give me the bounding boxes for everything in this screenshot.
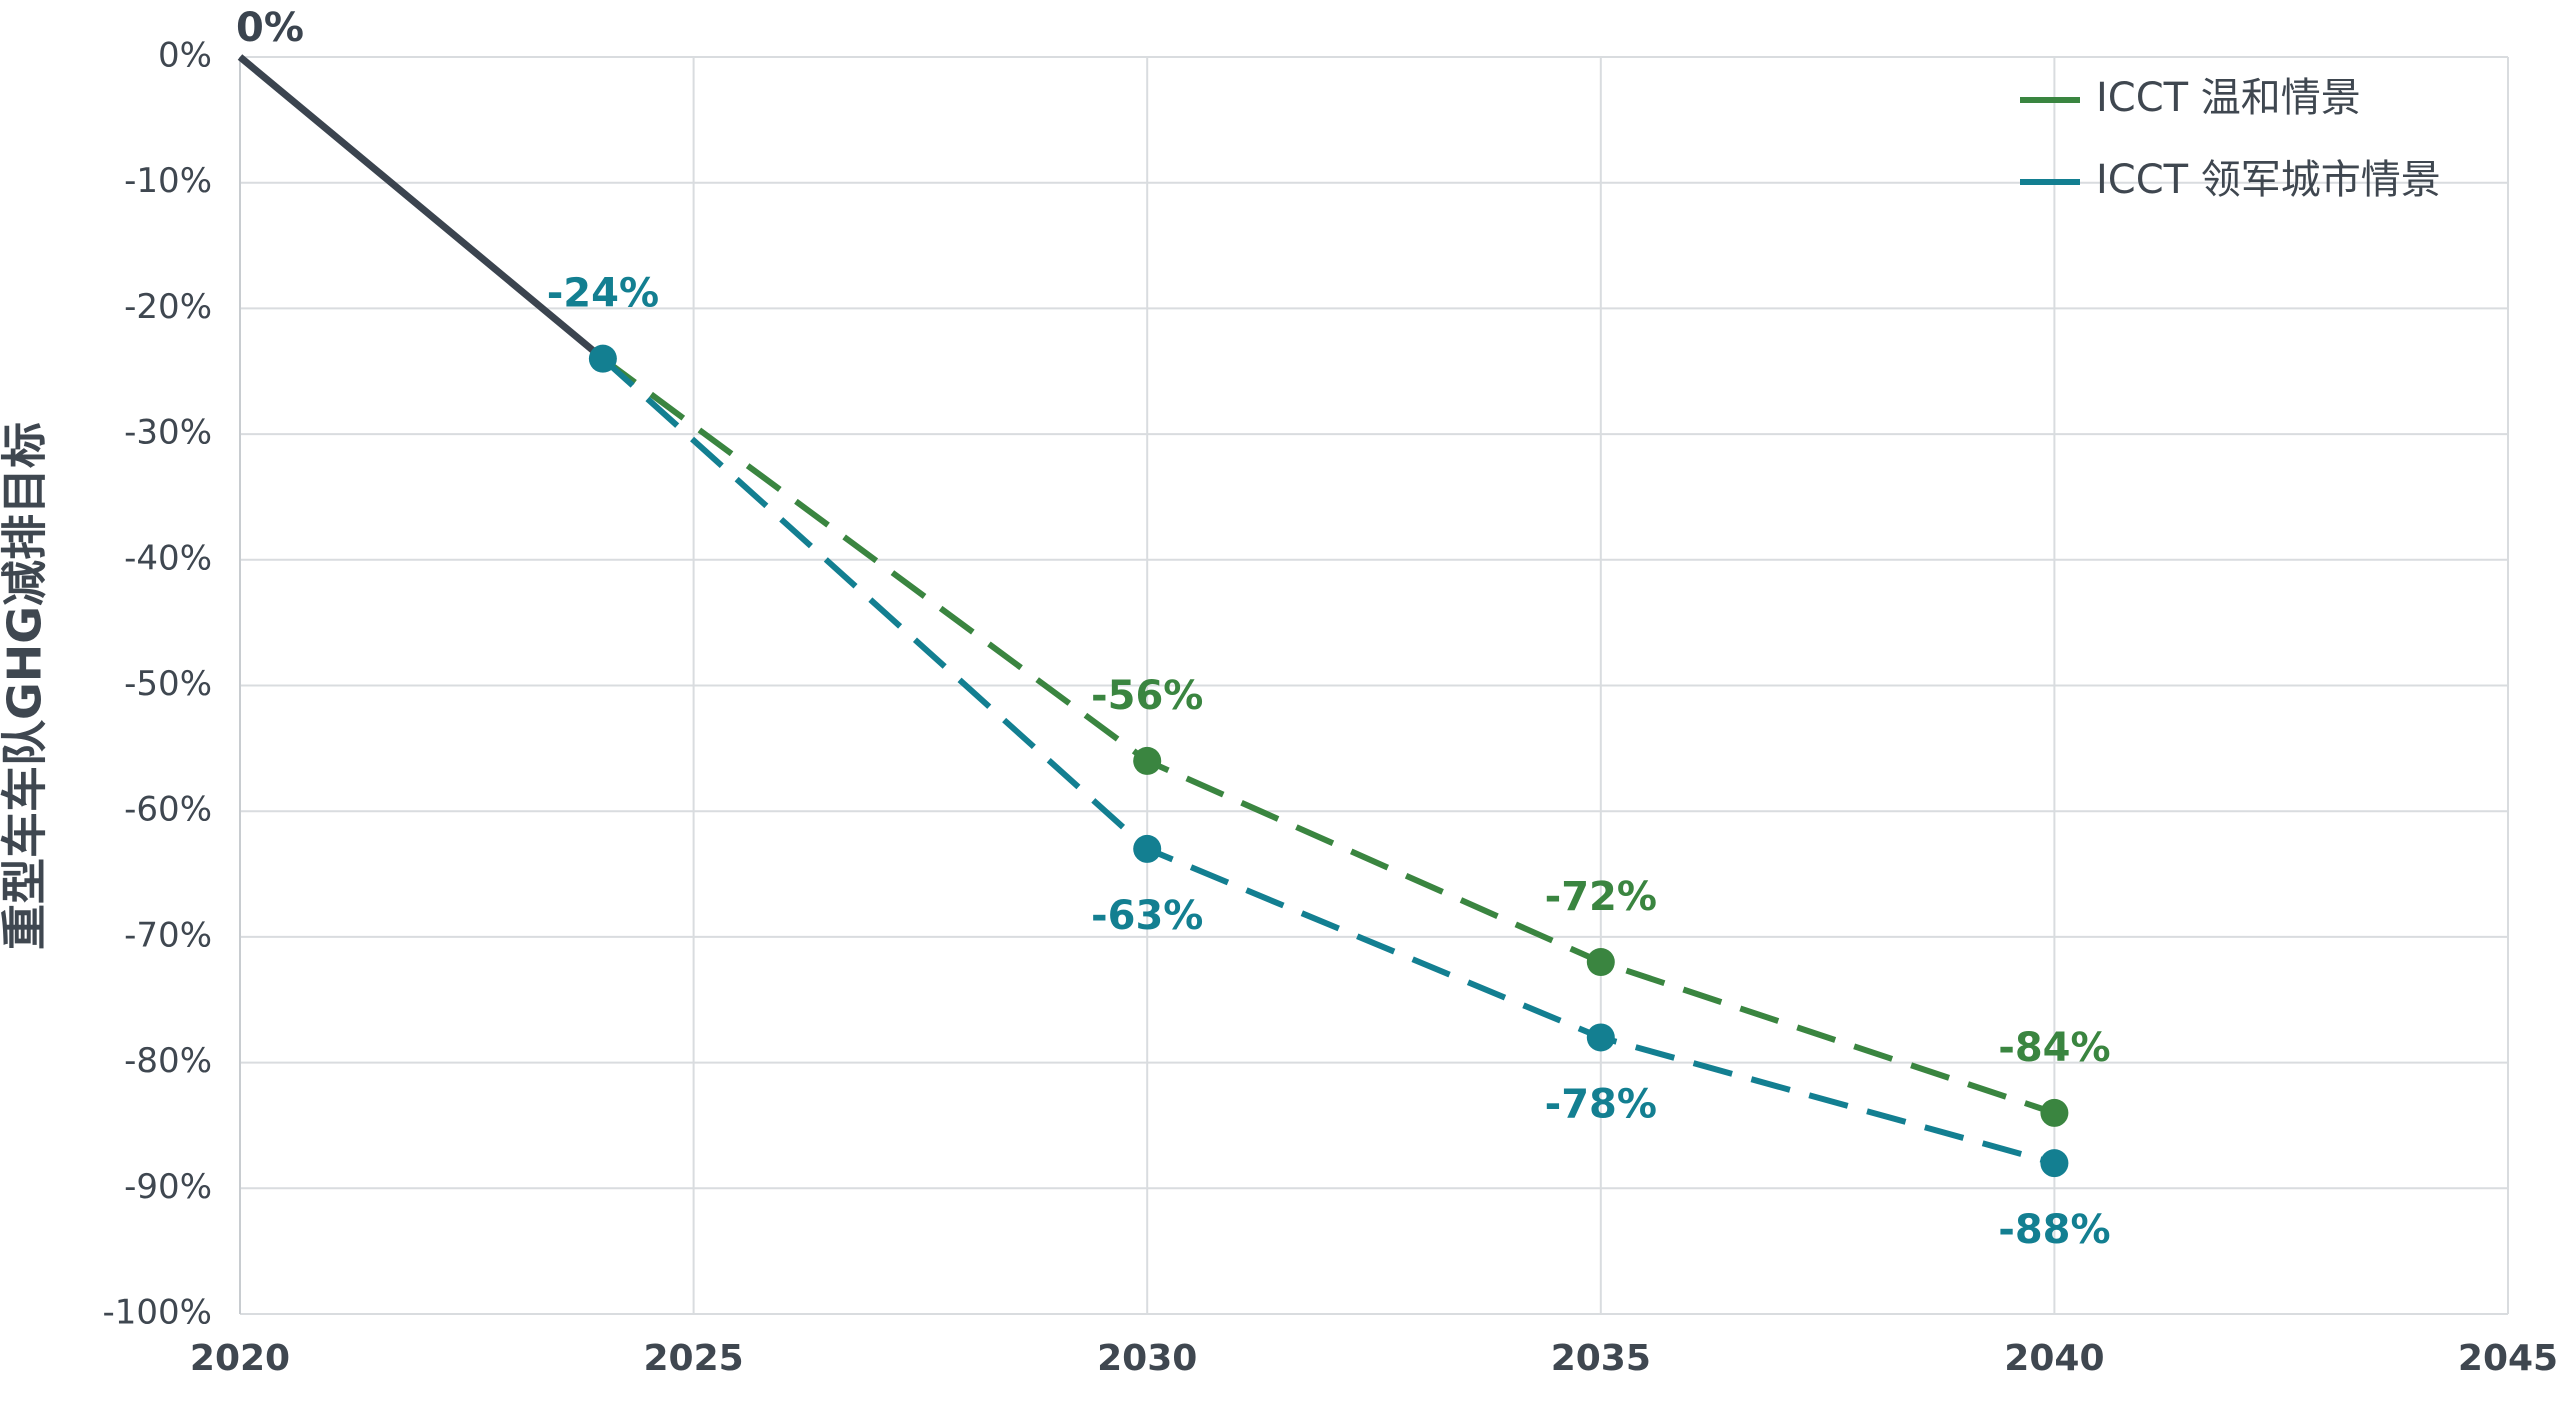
data-labels: 0% -24% -56% -63% -72% -78% -84% -88% bbox=[236, 5, 2111, 1253]
data-label: -63% bbox=[1091, 893, 1203, 939]
data-markers bbox=[588, 344, 2069, 1178]
data-label: -84% bbox=[1998, 1025, 2110, 1071]
data-point-leading bbox=[588, 344, 617, 373]
data-label: -56% bbox=[1091, 673, 1203, 719]
x-tick-label: 2045 bbox=[2458, 1338, 2558, 1379]
y-tick-label: -90% bbox=[124, 1167, 212, 1207]
y-tick-label: -10% bbox=[124, 161, 212, 201]
gridlines bbox=[239, 56, 2509, 1315]
legend: ICCT 温和情景 ICCT 领军城市情景 bbox=[2020, 75, 2441, 203]
x-tick-label: 2040 bbox=[2004, 1338, 2104, 1379]
y-tick-label: -50% bbox=[124, 664, 212, 704]
y-tick-label: -30% bbox=[124, 413, 212, 453]
x-tick-label: 2035 bbox=[1551, 1338, 1651, 1379]
legend-label-leading: ICCT 领军城市情景 bbox=[2096, 157, 2441, 203]
data-point-leading bbox=[1586, 1023, 1615, 1052]
y-tick-label: -20% bbox=[124, 287, 212, 327]
data-label: -78% bbox=[1545, 1081, 1657, 1127]
data-point-leading bbox=[1133, 834, 1162, 863]
x-tick-label: 2030 bbox=[1097, 1338, 1197, 1379]
data-label: 0% bbox=[236, 5, 304, 51]
x-tick-label: 2025 bbox=[643, 1338, 743, 1379]
data-point-moderate bbox=[1586, 948, 1615, 977]
data-point-moderate bbox=[2040, 1098, 2069, 1127]
data-point-moderate bbox=[1133, 746, 1162, 775]
x-tick-label: 2020 bbox=[190, 1338, 290, 1379]
y-tick-label: -100% bbox=[103, 1293, 212, 1333]
axes: 0% -10% -20% -30% -40% -50% -60% -70% -80% -90% -1… bbox=[103, 36, 2559, 1380]
y-tick-label: -70% bbox=[124, 915, 212, 955]
y-tick-label: 0% bbox=[158, 36, 212, 76]
data-label: -24% bbox=[547, 271, 659, 317]
y-tick-label: -40% bbox=[124, 538, 212, 578]
y-tick-label: -80% bbox=[124, 1041, 212, 1081]
series-line-leading bbox=[600, 356, 2056, 1167]
series-lines bbox=[237, 54, 2056, 1167]
series-line-moderate bbox=[601, 356, 2056, 1116]
series-line-historical bbox=[237, 54, 606, 362]
y-axis-label: 重型车车队GHG减排目标 bbox=[0, 422, 52, 950]
data-label: -72% bbox=[1545, 874, 1657, 920]
y-tick-label: -60% bbox=[124, 790, 212, 830]
data-label: -88% bbox=[1998, 1207, 2110, 1253]
data-point-leading bbox=[2040, 1149, 2069, 1178]
legend-label-moderate: ICCT 温和情景 bbox=[2096, 75, 2361, 121]
